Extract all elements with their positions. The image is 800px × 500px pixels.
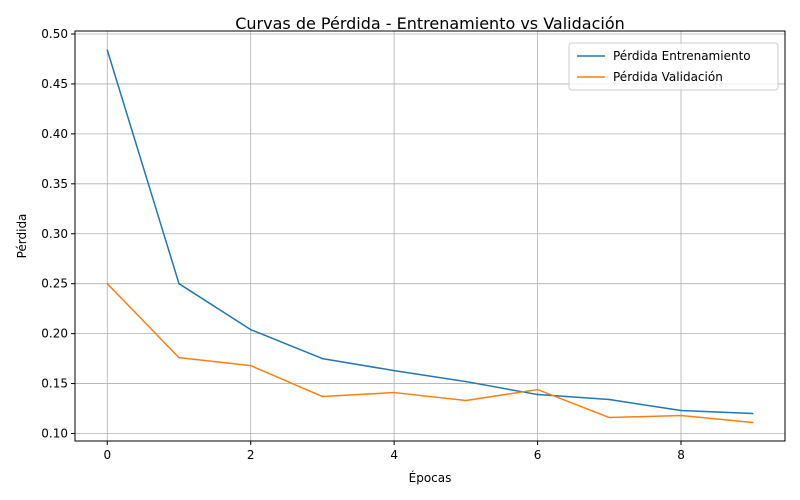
- y-tick-label: 0.50: [41, 27, 68, 41]
- series-line-0: [106, 49, 753, 415]
- legend: Pérdida Entrenamiento Pérdida Validación: [568, 42, 779, 91]
- x-tick-label: 6: [534, 448, 542, 462]
- data-point: [321, 395, 324, 398]
- data-point: [608, 416, 611, 419]
- data-point: [608, 398, 611, 401]
- series-layer: [106, 49, 754, 424]
- legend-label: Pérdida Validación: [613, 70, 723, 84]
- y-axis-label: Pérdida: [15, 214, 29, 259]
- x-axis-label: Épocas: [409, 470, 452, 485]
- x-tick-label: 4: [390, 448, 398, 462]
- y-tick-label: 0.15: [41, 377, 68, 391]
- x-tick-label: 2: [247, 448, 255, 462]
- data-point: [536, 393, 539, 396]
- data-point: [321, 357, 324, 360]
- data-point: [465, 380, 467, 383]
- data-point: [178, 356, 180, 359]
- y-tick-label: 0.25: [41, 277, 68, 291]
- data-point: [680, 409, 682, 412]
- y-tick-label: 0.35: [41, 177, 68, 191]
- y-tick-label: 0.30: [41, 227, 68, 241]
- y-tick-label: 0.40: [41, 127, 68, 141]
- x-tick-label: 0: [103, 448, 111, 462]
- legend-box: [568, 42, 779, 91]
- series-line-1: [106, 283, 753, 424]
- data-point: [751, 412, 754, 415]
- data-point: [393, 391, 395, 394]
- ticks: 0 2 4 6 8 0.10 0.15 0.20 0.25 0.30 0.35 0.40 0.45 0.5…: [41, 27, 685, 462]
- data-point: [536, 388, 539, 391]
- data-point: [465, 399, 467, 402]
- data-point: [393, 369, 395, 372]
- data-point: [106, 282, 109, 285]
- data-point: [249, 364, 252, 367]
- plot-frame: [74, 30, 786, 442]
- x-tick-label: 8: [677, 448, 685, 462]
- data-point: [106, 49, 109, 51]
- chart-title: Curvas de Pérdida - Entrenamiento vs Val…: [235, 14, 625, 33]
- data-point: [178, 282, 180, 285]
- data-point: [249, 328, 252, 331]
- grid: [75, 31, 785, 441]
- y-tick-label: 0.20: [41, 327, 68, 341]
- legend-label: Pérdida Entrenamiento: [613, 49, 751, 63]
- y-tick-label: 0.45: [41, 77, 68, 91]
- y-tick-label: 0.10: [41, 427, 68, 441]
- data-point: [680, 414, 682, 417]
- data-point: [751, 421, 754, 424]
